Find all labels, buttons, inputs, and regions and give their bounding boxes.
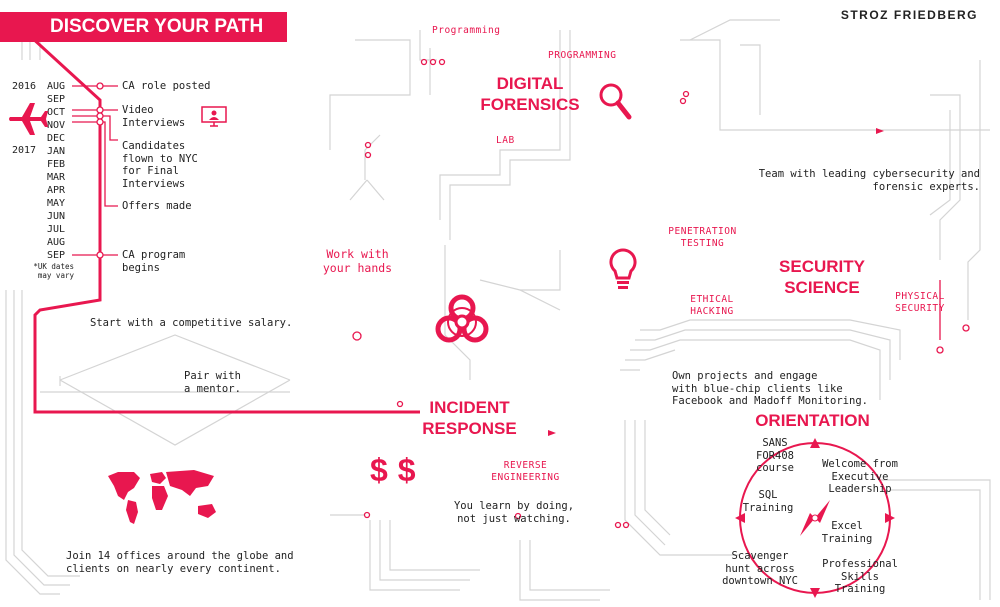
month: MAY	[47, 198, 66, 209]
digital-forensics-title: DIGITAL FORENSICS	[480, 74, 580, 114]
tag-reverse-engineering: REVERSE ENGINEERING	[491, 460, 560, 483]
month: AUG	[47, 237, 66, 248]
orientation-item: SANS FOR408 course	[756, 437, 794, 474]
orientation-wheel	[735, 438, 895, 598]
team-text: Team with leading cybersecurity and fore…	[758, 168, 980, 193]
month: APR	[47, 185, 66, 196]
event-offers: Offers made	[122, 200, 192, 212]
learn-text: You learn by doing, not just watching.	[453, 500, 575, 525]
title-banner: DISCOVER YOUR PATH	[0, 12, 287, 42]
magnifier-icon	[599, 83, 632, 120]
compass-icon	[800, 500, 830, 536]
event-program-begins: CA program begins	[122, 249, 186, 274]
month: MAR	[47, 172, 66, 183]
projects-text: Own projects and engage with blue-chip c…	[672, 370, 868, 407]
event-video-interviews: Video Interviews	[122, 104, 186, 129]
tag-ethical-hacking: ETHICAL HACKING	[690, 294, 734, 317]
brand-logo: STROZ FRIEDBERG	[840, 8, 978, 22]
tag-penetration-testing: PENETRATION TESTING	[668, 226, 737, 249]
salary-text: Start with a competitive salary.	[90, 317, 293, 329]
orientation-item: Welcome from Executive Leadership	[822, 458, 898, 495]
month: SEP	[47, 94, 66, 105]
event-role-posted: CA role posted	[122, 80, 211, 92]
orientation-item: Scavenger hunt across downtown NYC	[722, 550, 798, 587]
month: NOV	[47, 120, 66, 131]
incident-response-title: INCIDENT RESPONSE	[422, 398, 517, 438]
security-science-title: SECURITY SCIENCE	[779, 257, 865, 297]
lightbulb-icon	[609, 248, 637, 289]
timeline-note: *UK dates may vary	[33, 262, 74, 280]
timeline-year-2016: 2016	[12, 81, 37, 92]
month: OCT	[47, 107, 66, 118]
month: FEB	[47, 159, 66, 170]
orientation-item: SQL Training	[742, 489, 794, 514]
timeline-months: AUG SEP OCT NOV DEC JAN FEB MAR APR MAY …	[47, 80, 75, 262]
month: AUG	[47, 81, 66, 92]
tag-physical-security: PHYSICAL SECURITY	[895, 291, 945, 314]
tag-lab: LAB	[496, 135, 515, 146]
orientation-title: ORIENTATION	[755, 411, 870, 430]
offices-text: Join 14 offices around the globe and cli…	[66, 550, 294, 575]
tag-programming-lower: Programming	[432, 25, 501, 36]
mentor-text: Pair with a mentor.	[184, 370, 241, 395]
month: JAN	[47, 146, 66, 157]
month: JUN	[47, 211, 66, 222]
month: JUL	[47, 224, 66, 235]
biohazard-icon	[435, 294, 489, 343]
airplane-icon	[9, 103, 48, 135]
month: SEP	[47, 250, 66, 261]
work-hands-text: Work with your hands	[322, 247, 393, 275]
world-map-icon	[108, 470, 216, 524]
orientation-item: Professional Skills Training	[822, 558, 898, 595]
dollar-icon: $$	[370, 452, 426, 488]
event-final-interviews: Candidates flown to NYC for Final Interv…	[122, 140, 198, 190]
monitor-person-icon	[201, 106, 227, 127]
month: DEC	[47, 133, 66, 144]
tag-programming-upper: PROGRAMMING	[548, 50, 617, 61]
timeline-year-2017: 2017	[12, 145, 37, 156]
orientation-item: Excel Training	[821, 520, 873, 545]
page-title: DISCOVER YOUR PATH	[50, 16, 264, 37]
